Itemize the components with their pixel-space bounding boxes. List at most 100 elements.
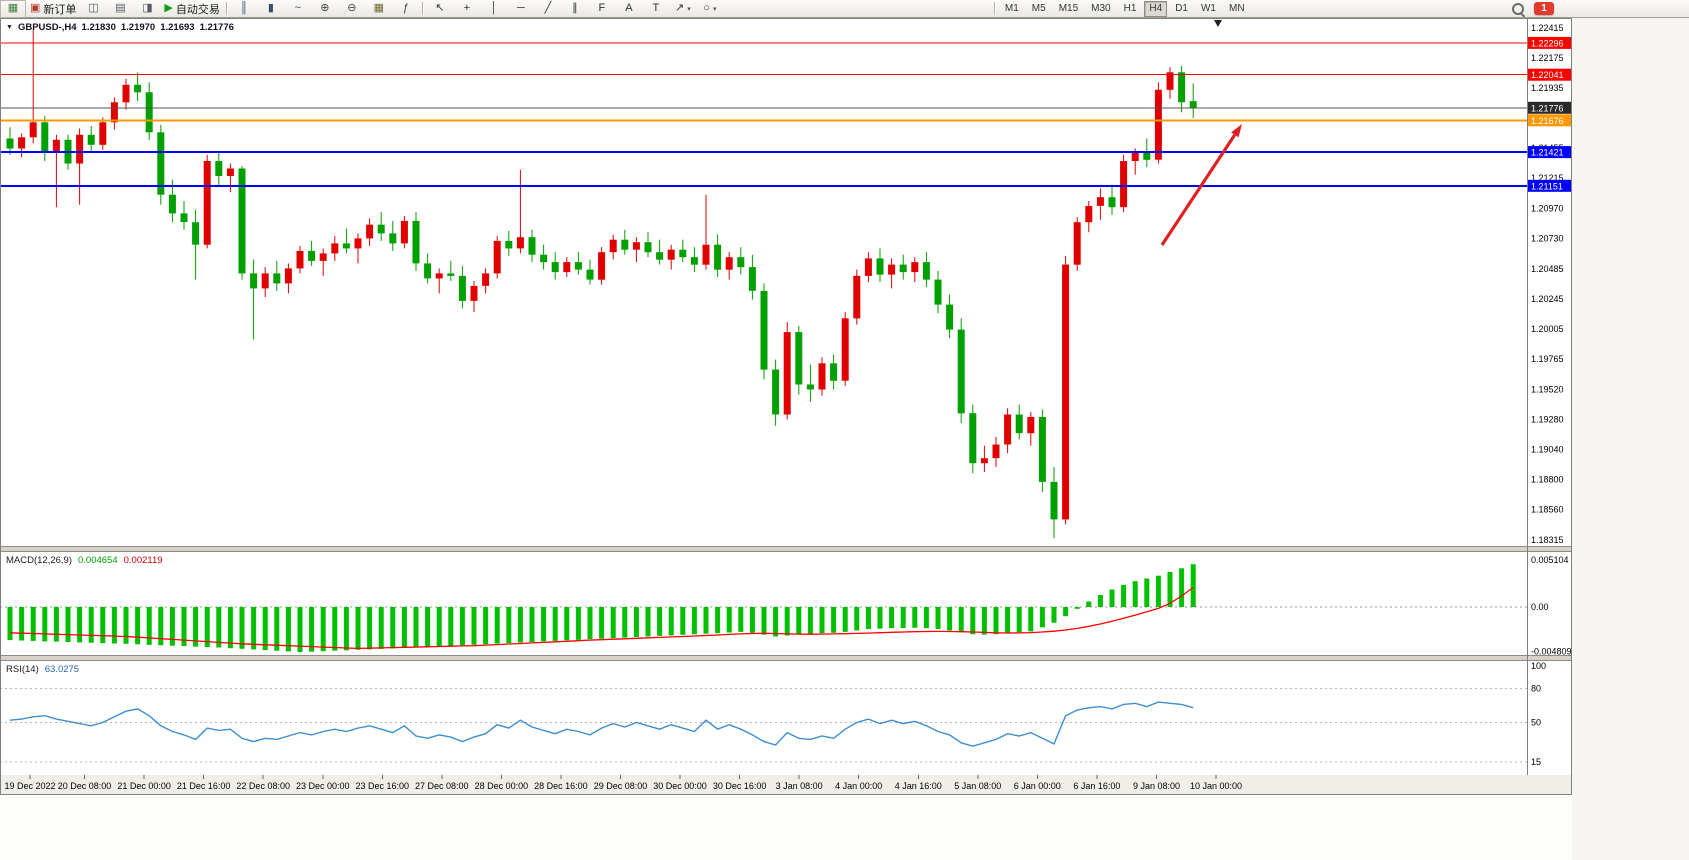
ohlc-close: 1.21776	[199, 22, 234, 33]
timeframe-h4[interactable]: H4	[1144, 0, 1168, 17]
timeframe-m1[interactable]: M1	[1004, 3, 1019, 14]
chart-windows-icon: ◫	[88, 2, 99, 14]
timeframe-m30[interactable]: M30	[1091, 3, 1111, 14]
rsi-indicator-label: RSI(14) 63.0275	[6, 664, 79, 675]
data-window-button[interactable]: ◨	[134, 0, 160, 18]
timeframe-h1[interactable]: H1	[1123, 3, 1137, 14]
notification-badge[interactable]: 1	[1534, 2, 1554, 15]
trendline-button[interactable]: ╱	[535, 0, 561, 18]
auto-trading-icon: ▶	[164, 2, 173, 14]
zoom-in-button[interactable]: ⊕	[312, 0, 338, 18]
svg-text:1.20730: 1.20730	[1531, 233, 1564, 243]
shapes-tool-button[interactable]: ○ ▾	[697, 0, 723, 18]
zoom-in-icon: ⊕	[320, 2, 330, 14]
rsi-name: RSI(14)	[6, 664, 39, 675]
equidistant-channel-button[interactable]: ∥	[562, 0, 588, 18]
svg-text:19 Dec 2022: 19 Dec 2022	[4, 781, 55, 791]
cursor-button[interactable]: ↖	[427, 0, 453, 18]
svg-text:0.00: 0.00	[1531, 602, 1549, 612]
price-badge-1.22296	[1528, 36, 1571, 49]
crosshair-icon: +	[463, 2, 471, 14]
indicators-button[interactable]: ƒ	[393, 0, 419, 18]
price-badge-1.21676	[1528, 114, 1571, 127]
rsi-line	[9, 701, 1194, 747]
svg-text:1.21421: 1.21421	[1531, 148, 1564, 158]
time-axis[interactable]: 19 Dec 2022 20 Dec 08:00 21 Dec 00:00 21 De…	[4, 775, 1242, 791]
text-button[interactable]: A	[616, 0, 642, 18]
text-label-button[interactable]: T	[643, 0, 669, 18]
timeframe-m15[interactable]: M15	[1058, 3, 1079, 14]
price-badge-1.21151	[1528, 179, 1571, 192]
bar-chart-icon: ║	[239, 2, 248, 14]
auto-trading-button[interactable]: ▶ 自动交易	[161, 0, 222, 18]
indicators-icon: ƒ	[402, 2, 409, 14]
svg-text:1.20970: 1.20970	[1531, 203, 1564, 213]
bar-chart-button[interactable]: ║	[231, 0, 257, 18]
macd-main-value: 0.004654	[78, 555, 118, 566]
chart-windows-button[interactable]: ◫	[80, 0, 106, 18]
svg-text:30 Dec 16:00: 30 Dec 16:00	[713, 781, 767, 791]
macd-signal-line	[9, 586, 1194, 650]
candlestick-chart-button[interactable]: ▮	[258, 0, 284, 18]
toolbar-spacer	[723, 8, 991, 9]
new-chart-button[interactable]: ▦	[0, 0, 26, 18]
new-order-button[interactable]: ▣ 新订单	[27, 0, 79, 18]
ohlc-open: 1.21830	[81, 22, 116, 33]
fibonacci-button[interactable]: F	[589, 0, 615, 18]
templates-button[interactable]: ▦	[366, 0, 392, 18]
timeframe-d1[interactable]: D1	[1175, 3, 1188, 14]
svg-text:6 Jan 16:00: 6 Jan 16:00	[1073, 781, 1120, 791]
data-window-icon: ◨	[142, 2, 153, 14]
time-axis-strip[interactable]	[0, 775, 1572, 795]
toolbar: ▦ ▣ 新订单 ◫ ▤ ◨ ▶ 自动交易 ║ ▮ ~ ⊕ ⊖ ▦ ƒ ↖ + │ ─ ╱ ∥ F A T ↗ ▾ ○ ▾ M1 M5…	[0, 0, 1689, 18]
svg-text:23 Dec 00:00: 23 Dec 00:00	[296, 781, 350, 791]
svg-text:22 Dec 08:00: 22 Dec 08:00	[236, 781, 290, 791]
price-badge-1.21776	[1528, 101, 1571, 114]
panel-separator[interactable]	[0, 655, 1572, 661]
svg-text:28 Dec 00:00: 28 Dec 00:00	[475, 781, 529, 791]
chart-canvas[interactable]: 1.224151.221751.219351.216951.214551.212…	[0, 18, 1572, 796]
timeframe-mn[interactable]: MN	[1228, 3, 1245, 14]
chart-title: ▼ GBPUSD-,H4 1.21830 1.21970 1.21693 1.2…	[6, 22, 234, 33]
vertical-line-button[interactable]: │	[481, 0, 507, 18]
profiles-button[interactable]: ▤	[107, 0, 133, 18]
horizontal-line-button[interactable]: ─	[508, 0, 534, 18]
hlines-layer[interactable]	[0, 42, 1527, 187]
svg-text:1.20005: 1.20005	[1531, 324, 1564, 334]
crosshair-button[interactable]: +	[454, 0, 480, 18]
svg-text:1.22041: 1.22041	[1531, 70, 1564, 80]
svg-text:6 Jan 00:00: 6 Jan 00:00	[1014, 781, 1061, 791]
svg-text:21 Dec 00:00: 21 Dec 00:00	[117, 781, 171, 791]
svg-text:27 Dec 08:00: 27 Dec 08:00	[415, 781, 469, 791]
timeframe-m5[interactable]: M5	[1031, 3, 1046, 14]
timeframe-w1[interactable]: W1	[1200, 3, 1216, 14]
svg-text:1.22296: 1.22296	[1531, 38, 1564, 48]
rsi-value: 63.0275	[44, 664, 80, 675]
shapes-tool-icon: ○	[703, 2, 710, 14]
chart-window[interactable]: 1.224151.221751.219351.216951.214551.212…	[0, 18, 1572, 796]
panel-separator[interactable]	[0, 546, 1572, 552]
symbol-dropdown-icon[interactable]: ▼	[6, 24, 13, 31]
new-chart-icon: ▦	[7, 2, 19, 14]
zoom-out-icon: ⊖	[347, 2, 357, 14]
arrows-tool-button[interactable]: ↗ ▾	[670, 0, 696, 18]
toolbar-group-line-studies: ↖ + │ ─ ╱ ∥ F A T ↗ ▾ ○ ▾	[427, 0, 723, 18]
toolbar-group-charts: ║ ▮ ~ ⊕ ⊖ ▦ ƒ	[231, 0, 419, 18]
zoom-out-button[interactable]: ⊖	[339, 0, 365, 18]
svg-text:15: 15	[1531, 757, 1541, 767]
line-chart-button[interactable]: ~	[285, 0, 311, 18]
macd-panel	[0, 564, 1527, 653]
svg-text:29 Dec 08:00: 29 Dec 08:00	[594, 781, 648, 791]
svg-text:1.20485: 1.20485	[1531, 264, 1564, 274]
price-axis[interactable]: 1.224151.221751.219351.216951.214551.212…	[1528, 23, 1572, 767]
ohlc-low: 1.21693	[160, 22, 195, 33]
svg-text:80: 80	[1531, 684, 1541, 694]
candlestick-chart-icon: ▮	[267, 2, 274, 14]
text-icon: A	[625, 2, 633, 14]
trend-arrow-annotation[interactable]	[1160, 124, 1242, 246]
chart-shift-marker-icon[interactable]	[1214, 20, 1222, 27]
window-background-right	[1572, 18, 1689, 860]
svg-text:20 Dec 08:00: 20 Dec 08:00	[58, 781, 112, 791]
search-icon[interactable]	[1512, 2, 1524, 15]
